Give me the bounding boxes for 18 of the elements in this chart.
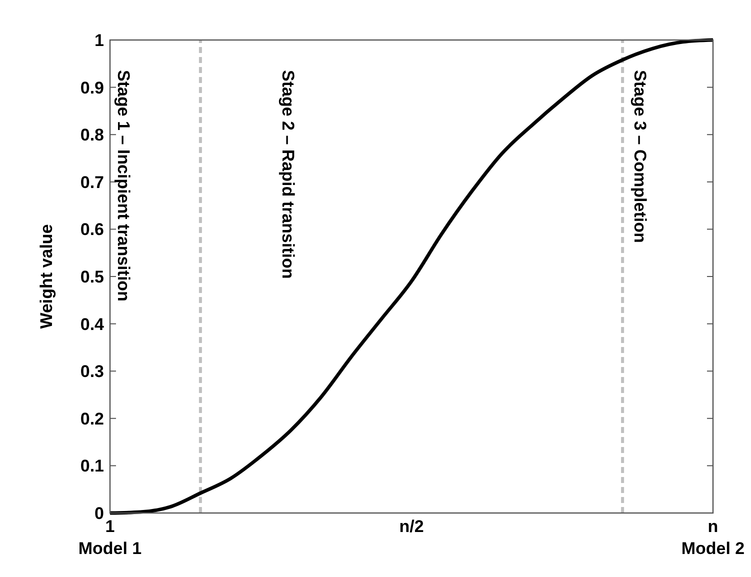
annotation: Stage 1 – Incipient transition bbox=[114, 70, 134, 302]
y-tick-label: 0.3 bbox=[80, 362, 104, 382]
y-tick-label: 0.8 bbox=[80, 126, 104, 145]
y-tick-label: 0.2 bbox=[80, 409, 104, 428]
y-tick-label: 0.1 bbox=[80, 456, 104, 476]
x-tick-label: n/2 bbox=[399, 517, 424, 536]
x-tick-label: n Model 2 bbox=[681, 517, 745, 558]
y-tick-label: 0.6 bbox=[80, 220, 104, 240]
y-tick-label: 0.9 bbox=[80, 78, 104, 98]
y-tick-label: 0 bbox=[94, 504, 104, 523]
line-series bbox=[108, 38, 715, 515]
y-tick-label: 1 bbox=[94, 30, 104, 50]
y-tick-label: 0.7 bbox=[80, 172, 104, 192]
annotation: Stage 2 – Rapid transition bbox=[278, 70, 298, 279]
annotation: Stage 3 – Completion bbox=[630, 70, 650, 243]
y-axis-title: Weight value bbox=[37, 224, 56, 329]
y-tick-label: 0.4 bbox=[80, 314, 105, 334]
y-tick-label: 0.5 bbox=[80, 267, 104, 286]
